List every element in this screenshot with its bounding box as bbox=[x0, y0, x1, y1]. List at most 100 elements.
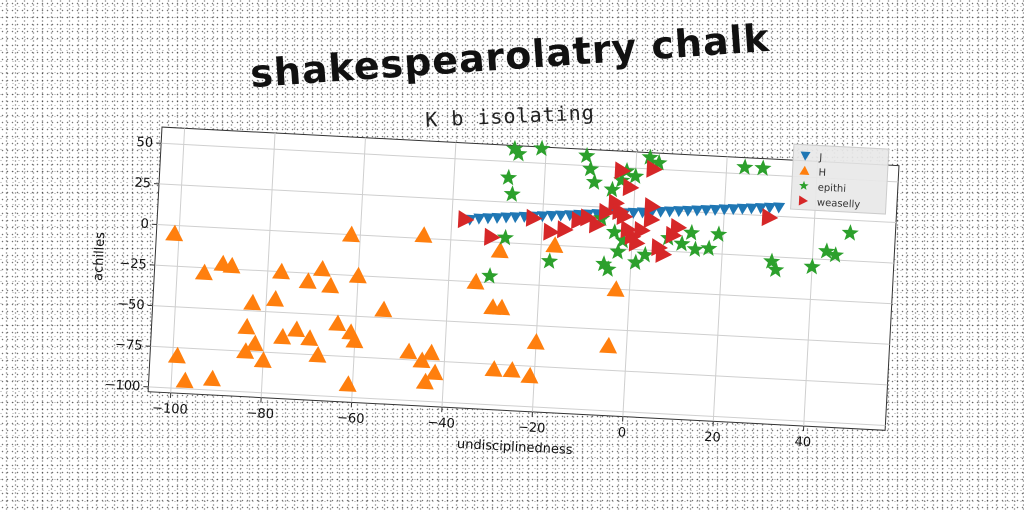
h-point bbox=[222, 256, 241, 274]
j-point bbox=[555, 210, 568, 222]
weaselly-point bbox=[614, 161, 632, 180]
epithi-point bbox=[609, 242, 627, 260]
x-gridline bbox=[170, 128, 186, 393]
x-axis-label: undisciplinedness bbox=[457, 437, 573, 458]
h-point bbox=[167, 346, 186, 364]
y-tick-label: −75 bbox=[115, 337, 143, 353]
h-point bbox=[399, 342, 418, 360]
h-point bbox=[253, 351, 272, 368]
weaselly-point bbox=[761, 208, 779, 227]
j-point bbox=[536, 211, 549, 223]
weaselly-point bbox=[598, 202, 616, 221]
epithi-point bbox=[599, 260, 617, 277]
legend-marker bbox=[799, 165, 810, 176]
epithi-point bbox=[506, 139, 524, 157]
epithi-point bbox=[627, 167, 645, 184]
j-point bbox=[773, 202, 786, 214]
j-point bbox=[664, 206, 677, 218]
epithi-point bbox=[500, 168, 518, 186]
j-point bbox=[691, 205, 704, 217]
j-point bbox=[700, 205, 713, 217]
epithi-point bbox=[496, 228, 514, 246]
epithi-point bbox=[533, 139, 551, 157]
weaselly-point bbox=[643, 210, 661, 229]
h-point bbox=[545, 236, 564, 253]
h-point bbox=[338, 375, 357, 392]
legend-box bbox=[790, 143, 890, 215]
j-point bbox=[500, 212, 513, 224]
j-point bbox=[655, 206, 668, 218]
x-gridline bbox=[531, 147, 547, 412]
j-point bbox=[546, 210, 559, 222]
weaselly-point bbox=[557, 220, 574, 239]
epithi-point bbox=[540, 252, 559, 269]
weaselly-point bbox=[484, 227, 501, 246]
epithi-point bbox=[710, 225, 728, 242]
h-point bbox=[237, 317, 256, 335]
h-point bbox=[265, 290, 284, 307]
y-tick-label: −100 bbox=[104, 378, 140, 395]
epithi-point bbox=[803, 257, 821, 275]
axis-ticks: −100 −80 −60 −40 −20 0 20 40 50 25 0 −25 −50 −75 −100 bbox=[104, 135, 811, 451]
weaselly-point bbox=[646, 159, 663, 178]
x-tick-label: −40 bbox=[427, 415, 455, 431]
epithi-point bbox=[736, 158, 754, 175]
h-point bbox=[348, 266, 367, 284]
epithi-point bbox=[510, 144, 528, 162]
weaselly-point bbox=[571, 211, 588, 230]
h-point bbox=[490, 241, 509, 259]
j-point bbox=[745, 203, 758, 215]
j-point bbox=[727, 203, 740, 216]
h-point bbox=[374, 300, 393, 318]
h-point bbox=[300, 329, 319, 346]
weaselly-point bbox=[589, 215, 606, 234]
j-point bbox=[764, 202, 777, 214]
y-tick-label: 50 bbox=[136, 135, 153, 151]
epithi-point bbox=[595, 255, 613, 272]
y-gridline bbox=[161, 142, 899, 183]
j-point bbox=[736, 203, 749, 215]
weaselly-point bbox=[665, 225, 683, 244]
h-point bbox=[272, 262, 290, 280]
epithi-point bbox=[686, 240, 704, 258]
h-point bbox=[606, 280, 625, 297]
weaselly-point bbox=[634, 220, 651, 239]
weaselly-point bbox=[580, 208, 597, 227]
weaselly-point bbox=[628, 233, 646, 252]
x-gridline bbox=[441, 142, 457, 408]
h-point bbox=[328, 314, 347, 332]
x-tick-label: 40 bbox=[794, 435, 811, 451]
legend-marker bbox=[798, 195, 809, 206]
h-point bbox=[526, 333, 545, 350]
j-point bbox=[673, 206, 686, 218]
y-tick-label: −25 bbox=[119, 256, 147, 272]
h-point bbox=[415, 372, 434, 390]
h-point bbox=[236, 342, 255, 359]
epithi-point bbox=[818, 242, 836, 259]
y-tick-label: −50 bbox=[117, 297, 145, 313]
h-point bbox=[287, 320, 306, 338]
h-point bbox=[308, 346, 327, 363]
epithi-point bbox=[605, 223, 624, 240]
legend-marker bbox=[800, 151, 811, 161]
epithi-point bbox=[673, 234, 691, 252]
x-tick-label: 20 bbox=[704, 430, 721, 446]
h-point bbox=[175, 371, 194, 389]
h-point bbox=[421, 343, 440, 361]
epithi-point bbox=[614, 231, 632, 249]
weaselly-point bbox=[543, 222, 560, 241]
epithi-point bbox=[700, 239, 718, 257]
x-gridline bbox=[712, 156, 728, 422]
h-point bbox=[466, 272, 485, 290]
x-tick-label: −20 bbox=[517, 420, 545, 436]
y-gridline bbox=[152, 305, 890, 345]
weaselly-point bbox=[608, 193, 625, 212]
weaselly-point bbox=[655, 244, 673, 263]
x-tick-label: −60 bbox=[337, 411, 365, 427]
h-point bbox=[312, 259, 331, 277]
epithi-point bbox=[481, 267, 499, 284]
x-tick-label: −100 bbox=[152, 401, 188, 418]
h-point bbox=[414, 226, 433, 243]
